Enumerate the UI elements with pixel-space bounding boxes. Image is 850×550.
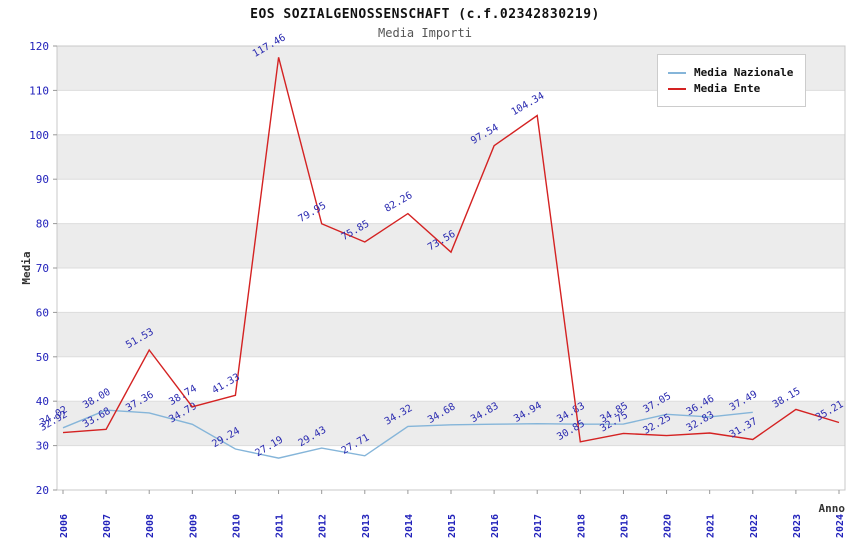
x-tick-label: 2007 xyxy=(102,514,113,538)
y-tick-label: 70 xyxy=(36,262,49,275)
y-tick-label: 60 xyxy=(36,306,49,319)
x-tick-label: 2011 xyxy=(275,514,286,538)
x-axis-title: Anno xyxy=(819,502,846,515)
grid-band xyxy=(57,134,845,180)
x-tick-label: 2022 xyxy=(749,514,760,538)
y-tick-label: 120 xyxy=(29,40,49,53)
x-tick-label: 2016 xyxy=(490,514,501,538)
legend-swatch-icon xyxy=(668,87,686,90)
y-tick-label: 110 xyxy=(29,84,49,97)
x-tick-label: 2010 xyxy=(231,514,242,538)
x-tick-label: 2008 xyxy=(145,514,156,538)
y-axis-title: Media xyxy=(20,251,33,284)
legend: Media Nazionale Media Ente xyxy=(657,54,807,107)
legend-item-media-nazionale: Media Nazionale xyxy=(668,66,793,79)
x-tick-label: 2024 xyxy=(835,514,846,538)
x-tick-label: 2015 xyxy=(447,514,458,538)
legend-swatch-icon xyxy=(668,71,686,74)
grid-band xyxy=(57,312,845,357)
point-label: 79.95 xyxy=(297,200,329,225)
x-tick-label: 2021 xyxy=(706,514,717,538)
chart-subtitle: Media Importi xyxy=(378,26,472,40)
x-tick-label: 2012 xyxy=(318,514,329,538)
point-label: 104.34 xyxy=(510,91,547,119)
x-tick-label: 2019 xyxy=(619,514,630,538)
x-tick-label: 2017 xyxy=(533,514,544,538)
x-tick-label: 2006 xyxy=(59,514,70,538)
legend-label: Media Ente xyxy=(694,82,761,95)
legend-label: Media Nazionale xyxy=(694,66,794,79)
y-tick-label: 80 xyxy=(36,218,49,231)
x-tick-label: 2020 xyxy=(663,514,674,538)
x-tick-label: 2009 xyxy=(188,514,199,538)
chart-title: EOS SOZIALGENOSSENSCHAFT (c.f.0234283021… xyxy=(250,7,600,22)
x-tick-label: 2014 xyxy=(404,514,415,538)
x-tick-label: 2023 xyxy=(792,514,803,538)
y-tick-label: 50 xyxy=(36,351,49,364)
y-tick-label: 40 xyxy=(36,395,49,408)
y-tick-label: 100 xyxy=(29,129,49,142)
x-tick-label: 2018 xyxy=(576,514,587,538)
series-line-ente xyxy=(62,57,840,443)
y-tick-label: 90 xyxy=(36,173,49,186)
y-tick-label: 30 xyxy=(36,440,49,453)
point-label: 82.26 xyxy=(383,190,415,215)
y-tick-label: 20 xyxy=(36,484,49,497)
grid-band xyxy=(57,223,845,268)
series-line-nazionale xyxy=(62,409,753,459)
legend-item-media-ente: Media Ente xyxy=(668,82,793,95)
x-tick-label: 2013 xyxy=(361,514,372,538)
